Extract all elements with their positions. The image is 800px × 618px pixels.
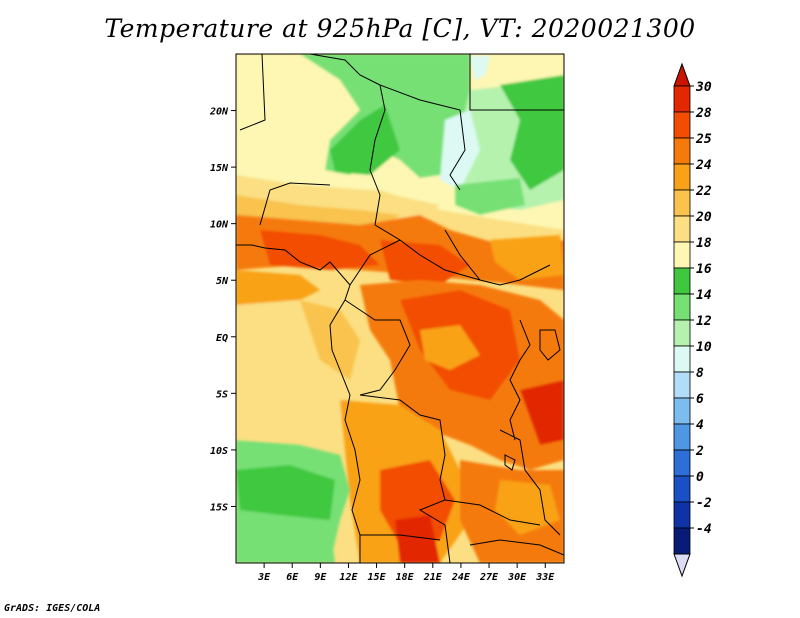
colorbar-swatch	[673, 449, 691, 477]
lon-tick-label: 21E	[423, 572, 443, 583]
grads-credit: GrADS: IGES/COLA	[4, 603, 101, 614]
lon-tick-label: 3E	[257, 572, 271, 583]
lon-tick-label: 6E	[286, 572, 299, 583]
lon-tick-label: 12E	[339, 572, 358, 583]
lat-tick-label: EQ	[216, 333, 228, 344]
colorbar-swatch	[673, 371, 691, 399]
colorbar-swatch	[673, 501, 691, 529]
colorbar-swatch	[673, 293, 691, 321]
lat-tick-label: 15N	[210, 163, 229, 174]
colorbar-swatch	[673, 319, 691, 347]
lon-tick-label: 30E	[507, 572, 527, 583]
latitude-axis: 20N 15N 10N 5N EQ 5S 10S 15S	[209, 107, 236, 513]
colorbar-label: 30	[695, 80, 712, 95]
colorbar-swatch	[673, 527, 691, 555]
colorbar-top-arrow	[673, 62, 691, 87]
colorbar-label: 24	[695, 158, 712, 173]
colorbar-label: 20	[695, 210, 712, 225]
colorbar-label: 22	[695, 184, 712, 199]
lat-tick-label: 5S	[216, 389, 228, 400]
colorbar-swatch	[673, 241, 691, 269]
colorbar-label: 4	[696, 418, 704, 433]
lat-tick-label: 10N	[210, 220, 229, 231]
lon-tick-label: 15E	[368, 572, 387, 583]
colorbar-swatch	[673, 111, 691, 139]
lat-tick-label: 10S	[210, 446, 228, 457]
colorbar-swatch	[673, 189, 691, 217]
colorbar-label: 6	[696, 392, 704, 407]
colorbar-label: 16	[696, 262, 712, 277]
map-frame	[235, 53, 565, 564]
colorbar-swatch	[673, 215, 691, 243]
lat-tick-label: 15S	[210, 502, 228, 513]
lat-tick-label: 20N	[209, 107, 229, 118]
colorbar-label: 0	[696, 470, 704, 485]
colorbar-label: 12	[696, 314, 712, 329]
country-borders	[236, 54, 564, 563]
lon-tick-label: 33E	[535, 572, 555, 583]
colorbar-swatch	[673, 397, 691, 425]
colorbar-swatch	[673, 475, 691, 503]
colorbar-swatch	[673, 267, 691, 295]
colorbar-label: 28	[695, 106, 712, 121]
colorbar-label: 2	[695, 444, 704, 459]
colorbar-label: -2	[696, 496, 712, 511]
colorbar-label: 14	[696, 288, 712, 303]
colorbar-bottom-arrow	[673, 553, 691, 578]
colorbar-swatch	[673, 345, 691, 373]
lat-tick-label: 5N	[216, 276, 229, 287]
lon-tick-label: 9E	[314, 572, 327, 583]
colorbar-label: 18	[696, 236, 712, 251]
lon-tick-label: 18E	[396, 572, 415, 583]
colorbar-swatch	[673, 137, 691, 165]
colorbar-swatch	[673, 163, 691, 191]
colorbar-label: 25	[695, 132, 712, 147]
colorbar-swatch	[673, 85, 691, 113]
colorbar-label: 10	[696, 340, 712, 355]
colorbar-label: -4	[696, 522, 712, 537]
longitude-axis: 3E 6E 9E 12E 15E 18E 21E 24E 27E 30E 33E	[257, 563, 555, 583]
colorbar-label: 8	[696, 366, 704, 381]
colorbar-swatch	[673, 423, 691, 451]
lon-tick-label: 24E	[451, 572, 471, 583]
lon-tick-label: 27E	[479, 572, 499, 583]
map-title: Temperature at 925hPa [C], VT: 202002130…	[104, 14, 696, 43]
temperature-field	[236, 54, 564, 563]
